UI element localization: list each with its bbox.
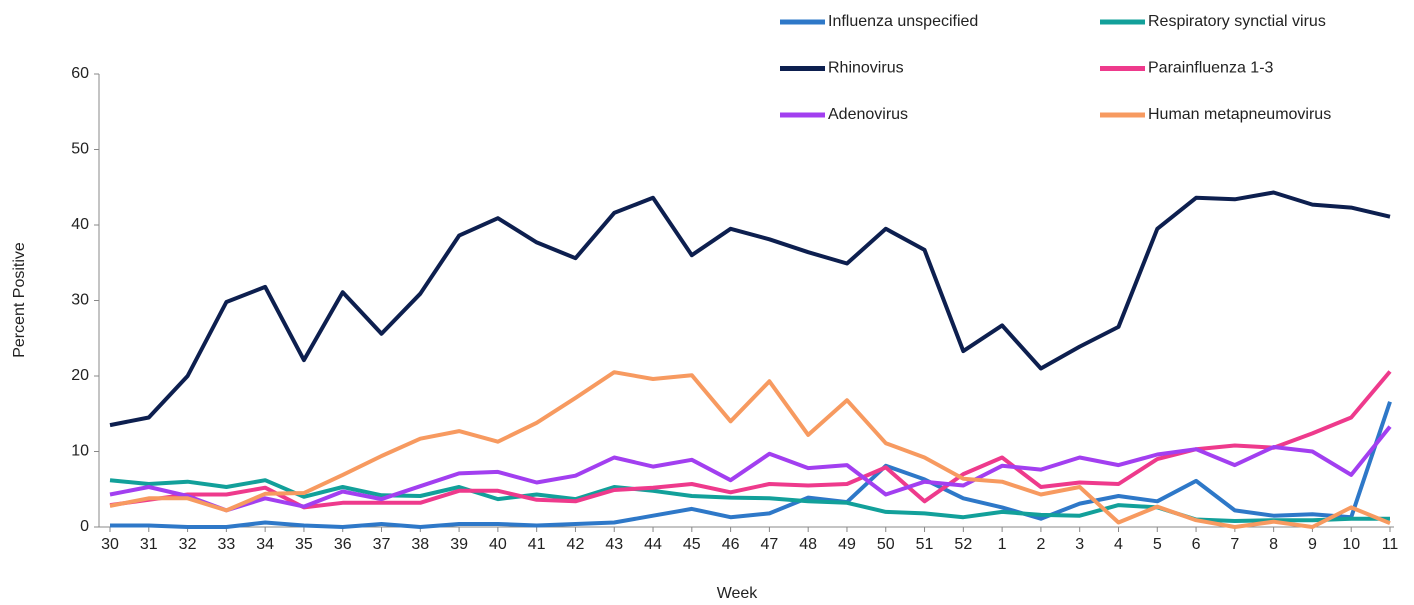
- x-tick-label: 34: [256, 536, 274, 553]
- y-tick-label: 20: [71, 367, 89, 384]
- x-tick-label: 35: [295, 536, 313, 553]
- x-tick-label: 51: [916, 536, 934, 553]
- series-line: [110, 401, 1392, 529]
- x-tick-label: 42: [567, 536, 585, 553]
- x-tick-label: 50: [877, 536, 895, 553]
- x-tick-label: 46: [722, 536, 740, 553]
- x-tick-label: 37: [373, 536, 391, 553]
- x-tick-label: 44: [644, 536, 662, 553]
- series-line: [109, 370, 1392, 510]
- series-line: [109, 370, 1391, 529]
- x-tick-label: 39: [450, 536, 468, 553]
- x-tick-label: 5: [1153, 536, 1162, 553]
- x-tick-label: 52: [954, 536, 972, 553]
- y-axis-label: Percent Positive: [11, 242, 28, 358]
- x-tick-label: 2: [1036, 536, 1045, 553]
- x-tick-label: 3: [1075, 536, 1084, 553]
- y-tick-label: 30: [71, 292, 89, 309]
- x-tick-label: 33: [217, 536, 235, 553]
- x-axis-label: Week: [717, 585, 759, 602]
- series-line: [109, 190, 1391, 428]
- x-tick-label: 48: [799, 536, 817, 553]
- x-tick-label: 47: [760, 536, 778, 553]
- x-tick-label: 36: [334, 536, 352, 553]
- y-tick-label: 0: [80, 518, 89, 535]
- x-tick-label: 10: [1342, 536, 1360, 553]
- x-tick-label: 43: [605, 536, 623, 553]
- legend-label: Respiratory synctial virus: [1148, 13, 1326, 30]
- y-tick-label: 50: [71, 141, 89, 158]
- x-tick-label: 8: [1269, 536, 1278, 553]
- x-tick-label: 45: [683, 536, 701, 553]
- x-tick-label: 32: [179, 536, 197, 553]
- series-line: [109, 425, 1392, 513]
- legend-label: Influenza unspecified: [828, 13, 978, 30]
- y-tick-label: 10: [71, 443, 89, 460]
- x-tick-label: 7: [1230, 536, 1239, 553]
- x-tick-label: 49: [838, 536, 856, 553]
- x-tick-label: 38: [411, 536, 429, 553]
- y-tick-label: 40: [71, 216, 89, 233]
- x-tick-label: 41: [528, 536, 546, 553]
- x-tick-label: 11: [1382, 536, 1399, 553]
- x-tick-label: 31: [140, 536, 158, 553]
- x-tick-label: 40: [489, 536, 507, 553]
- x-tick-label: 1: [998, 536, 1007, 553]
- legend-label: Human metapneumovirus: [1148, 106, 1331, 123]
- x-tick-label: 9: [1308, 536, 1317, 553]
- legend-label: Parainfluenza 1-3: [1148, 60, 1274, 77]
- y-tick-label: 60: [71, 65, 89, 82]
- x-tick-label: 6: [1192, 536, 1201, 553]
- legend-label: Rhinovirus: [828, 60, 904, 77]
- legend-label: Adenovirus: [828, 106, 908, 123]
- x-tick-label: 4: [1114, 536, 1123, 553]
- x-tick-label: 30: [101, 536, 119, 553]
